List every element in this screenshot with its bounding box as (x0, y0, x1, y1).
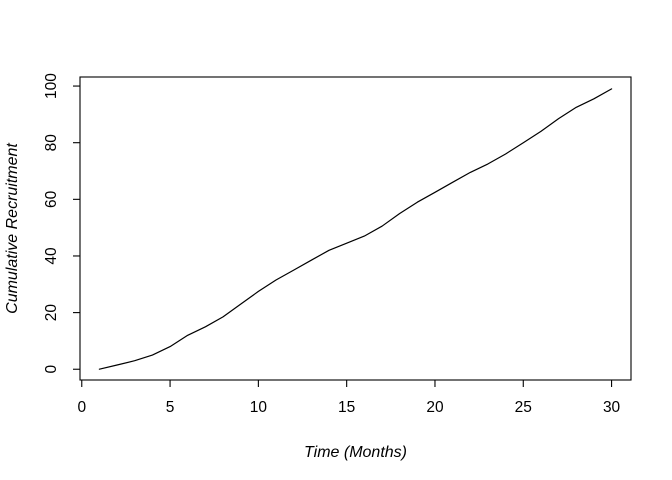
x-tick-label: 25 (515, 399, 532, 416)
recruitment-line (98, 88, 613, 370)
y-tick-label: 20 (43, 304, 60, 322)
x-tick-label: 30 (603, 399, 621, 416)
y-axis-title: Cumulative Recruitment (4, 143, 21, 314)
y-tick-label: 100 (43, 73, 60, 99)
y-tick-label: 80 (43, 134, 60, 152)
y-tick-label: 40 (43, 247, 60, 265)
plot-box (79, 76, 632, 381)
x-tick-label: 20 (426, 399, 444, 416)
x-tick-label: 15 (338, 399, 355, 416)
y-tick-label: 0 (43, 365, 60, 374)
x-tick-label: 0 (77, 399, 86, 416)
y-tick-label: 60 (43, 190, 60, 208)
plot-area: 0 5 10 15 20 25 30 0 20 40 60 80 100 (43, 73, 632, 416)
x-axis-title: Time (Months) (304, 444, 407, 461)
x-tick-label: 10 (250, 399, 268, 416)
x-tick-label: 5 (166, 399, 175, 416)
